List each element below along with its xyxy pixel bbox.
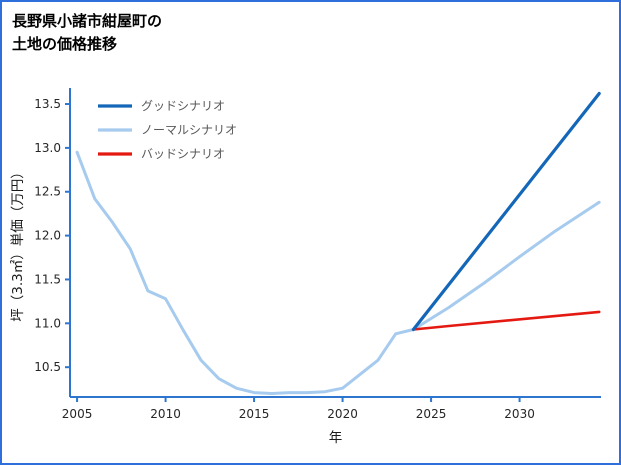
line-bad-scenario [412,310,601,331]
y-tick-label: 13.0 [34,141,61,155]
x-axis-title: 年 [329,430,343,446]
line-good-scenario [411,91,601,332]
x-tick-label: 2005 [62,407,93,421]
x-tick-label: 2015 [239,407,270,421]
legend-label-bad-scenario: バッドシナリオ [141,147,225,161]
y-tick-label: 12.0 [34,229,61,243]
y-axis-title: 坪（3.3㎡）単価（万円） [10,165,26,321]
line-normal-scenario [75,150,601,395]
legend-label-normal-scenario: ノーマルシナリオ [141,123,237,137]
y-tick-label: 10.5 [34,360,61,374]
y-tick-label: 13.5 [34,97,61,111]
chart-title-line2: 土地の価格推移 [12,35,118,54]
y-tick-label: 11.0 [34,316,61,330]
x-tick-label: 2030 [504,407,535,421]
chart-title-line1: 長野県小諸市紺屋町の [12,12,163,30]
x-tick-label: 2010 [150,407,181,421]
x-tick-label: 2025 [416,407,447,421]
chart-title: 長野県小諸市紺屋町の 土地の価格推移 [12,10,162,57]
y-tick-label: 11.5 [34,272,61,286]
legend-label-good-scenario: グッドシナリオ [141,99,225,113]
x-tick-label: 2020 [327,407,358,421]
y-tick-label: 12.5 [34,185,61,199]
